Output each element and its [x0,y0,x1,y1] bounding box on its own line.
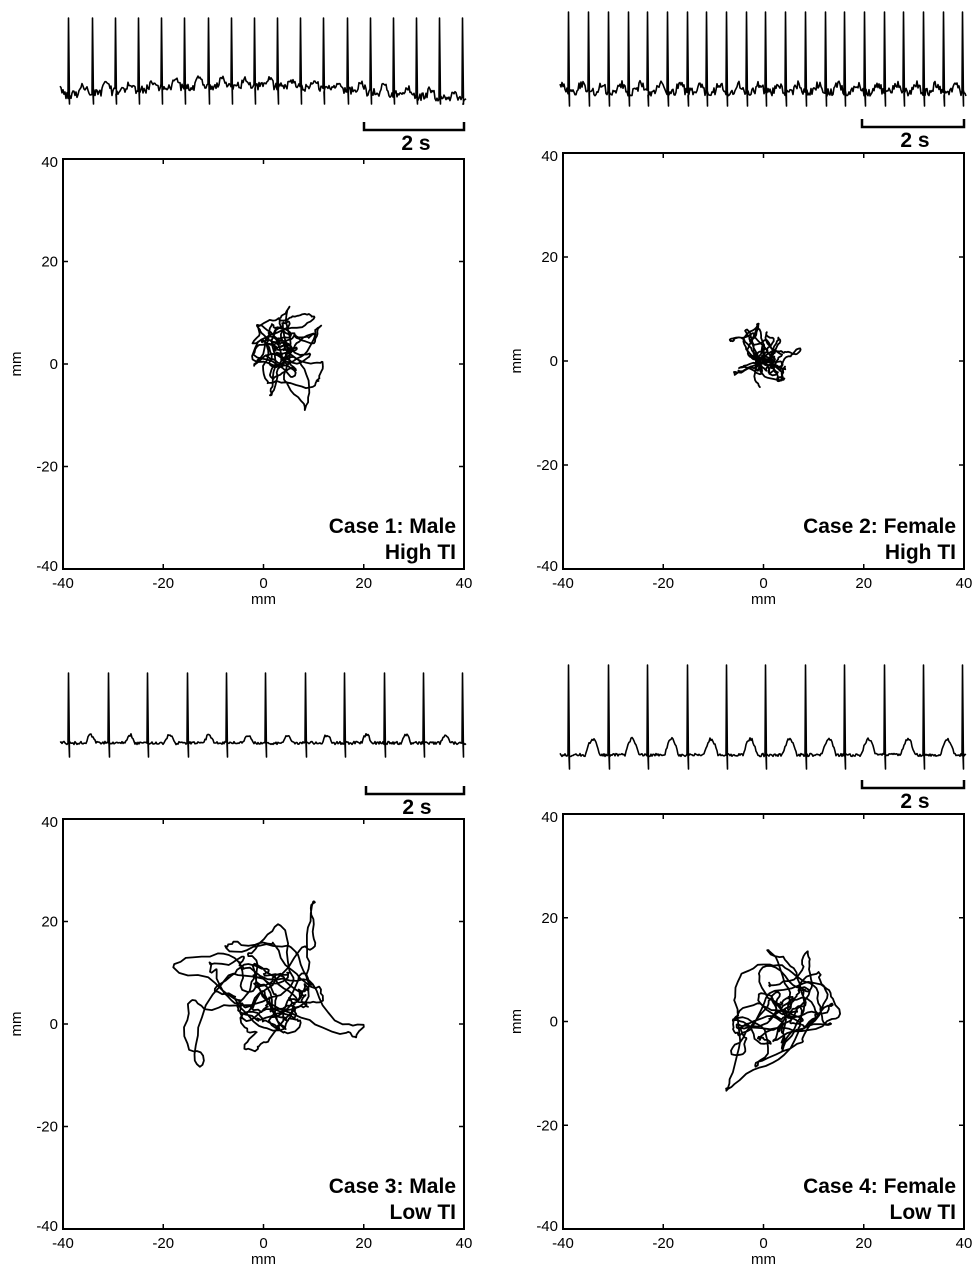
case-label: Case 3: Male [329,1175,456,1198]
y-tick-label: 0 [50,356,58,373]
panel-4: 2 s -40-40 -20 -20 0 0 20 20 40 40 mm mm Case 4: Fem… [508,664,973,1268]
x-tick-label: -40 [552,1235,574,1252]
x-tick-label: -20 [652,575,674,592]
y-axis-label: mm [8,352,25,377]
x-tick-label: 0 [259,1235,267,1252]
y-tick-label: -40 [36,1218,58,1235]
x-tick-label: 0 [259,575,267,592]
x-tick-label: 40 [956,1235,973,1252]
x-tick-label: 0 [759,1235,767,1252]
case-label: Case 1: Male [329,515,456,538]
plot-frame [62,818,465,1230]
case-label: Case 2: Female [803,515,956,538]
y-tick-label: 40 [41,814,58,831]
x-axis-label: mm [751,1251,776,1268]
y-axis-label: mm [508,1009,525,1034]
x-tick-label: -40 [52,1235,74,1252]
y-tick-label: -20 [36,1119,58,1136]
y-tick-label: 20 [541,910,558,927]
motion-trajectory [172,900,365,1068]
y-tick-label: -20 [536,1117,558,1134]
y-tick-label: 0 [50,1016,58,1033]
scale-bar-label: 2 s [401,132,430,155]
scale-bar [362,122,466,132]
group-label: Low TI [890,1201,957,1224]
x-axis-label: mm [251,1251,276,1268]
x-tick-label: 20 [355,1235,372,1252]
scale-bar [860,780,966,790]
scale-bar-label: 2 s [900,790,929,813]
y-tick-label: 20 [41,914,58,931]
motion-trajectory [725,949,841,1092]
y-tick-label: -20 [36,459,58,476]
y-tick-label: 40 [541,148,558,165]
y-tick-label: -40 [536,558,558,575]
y-axis-label: mm [508,349,525,374]
y-tick-label: 0 [550,1014,558,1031]
group-label: High TI [385,541,456,564]
panel-3: 2 s -40-40 -20 -20 0 0 20 20 40 40 mm mm Case 3: Mal… [8,672,473,1268]
x-tick-label: 40 [956,575,973,592]
scale-bar-label: 2 s [900,129,929,152]
panel-1: 2 s -40-40 -20 -20 0 0 20 20 40 40 mm mm Case 1: Mal… [8,17,473,608]
group-label: Low TI [390,1201,457,1224]
y-tick-label: -40 [536,1218,558,1235]
x-axis-label: mm [251,591,276,608]
scale-bar [364,786,466,796]
x-tick-label: -20 [152,575,174,592]
x-tick-label: 40 [456,1235,473,1252]
x-tick-label: 40 [456,575,473,592]
x-tick-label: 20 [855,1235,872,1252]
y-axis-label: mm [8,1012,25,1037]
x-tick-label: 20 [355,575,372,592]
x-tick-label: -20 [152,1235,174,1252]
y-tick-label: 0 [550,353,558,370]
scale-bar-label: 2 s [402,796,431,819]
x-tick-label: -40 [552,575,574,592]
ecg-trace [559,11,967,107]
ecg-trace [559,664,967,770]
ecg-trace [59,17,467,105]
x-axis-label: mm [751,591,776,608]
y-tick-label: 40 [41,154,58,171]
y-tick-label: 20 [41,254,58,271]
x-tick-label: 0 [759,575,767,592]
group-label: High TI [885,541,956,564]
motion-trajectory [251,305,324,412]
x-tick-label: -20 [652,1235,674,1252]
x-tick-label: 20 [855,575,872,592]
y-tick-label: -40 [36,558,58,575]
y-tick-label: 40 [541,809,558,826]
y-tick-label: -20 [536,457,558,474]
panel-2: 2 s -40-40 -20 -20 0 0 20 20 40 40 mm mm Case 2: Fem… [508,11,973,608]
plot-frame [562,813,965,1230]
scale-bar [860,119,966,129]
case-label: Case 4: Female [803,1175,956,1198]
y-tick-label: 20 [541,249,558,266]
x-tick-label: -40 [52,575,74,592]
ecg-trace [59,672,467,758]
motion-trajectory [728,322,802,389]
